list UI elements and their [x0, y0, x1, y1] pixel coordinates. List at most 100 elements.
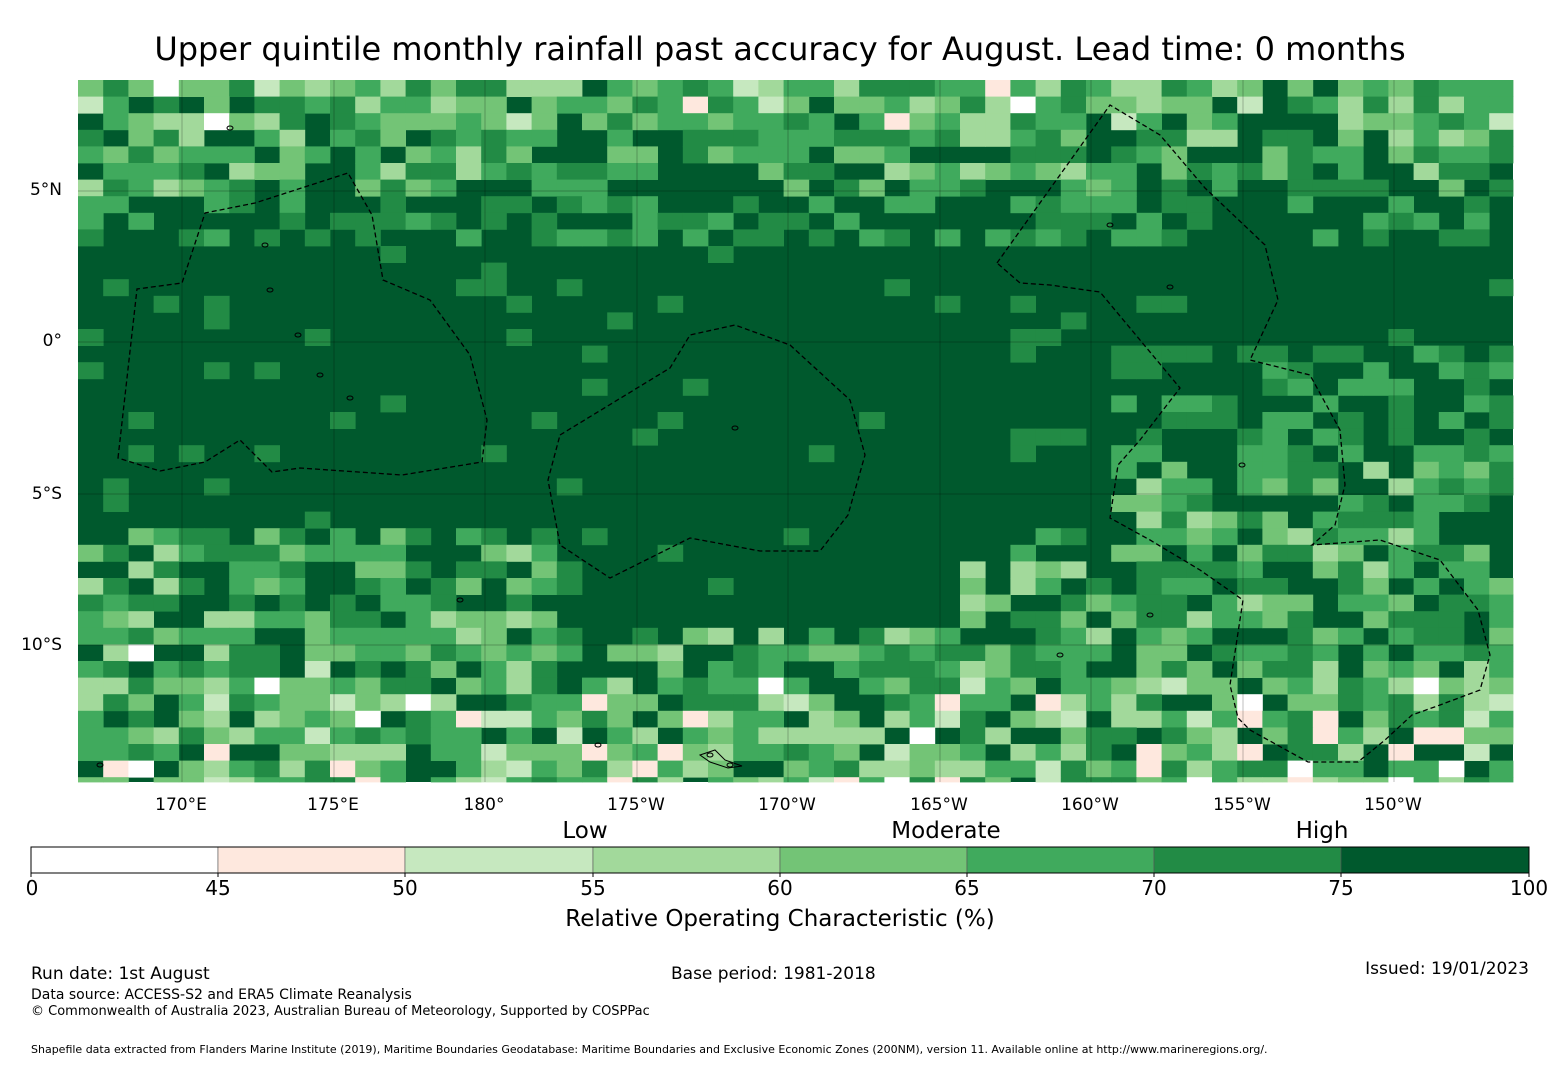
roc-cell — [985, 694, 1011, 712]
roc-cell — [1035, 229, 1062, 247]
roc-cell — [531, 229, 558, 247]
roc-cell — [934, 96, 961, 114]
roc-cell — [1464, 229, 1490, 247]
roc-cell — [355, 96, 381, 114]
roc-cell — [1186, 760, 1213, 778]
roc-cell — [909, 727, 936, 745]
roc-cell — [204, 644, 230, 662]
shapefile-credit: Shapefile data extracted from Flanders M… — [31, 1043, 1268, 1056]
roc-cell — [1035, 212, 1062, 230]
roc-cell — [607, 644, 633, 662]
roc-cell — [1338, 146, 1364, 164]
roc-cell — [1338, 412, 1364, 429]
roc-cell — [304, 544, 331, 562]
roc-cell — [1287, 378, 1314, 396]
roc-cell — [178, 760, 205, 778]
roc-cell — [279, 760, 306, 778]
roc-cell — [758, 744, 784, 761]
island-outline — [96, 762, 104, 768]
roc-cell — [1136, 362, 1162, 380]
roc-cell — [279, 80, 306, 97]
roc-cell — [1010, 96, 1036, 114]
roc-cell — [481, 544, 507, 562]
roc-cell — [380, 528, 406, 546]
roc-cell — [254, 362, 280, 380]
roc-cell — [1035, 96, 1062, 114]
roc-cell — [1035, 611, 1062, 629]
roc-cell — [355, 129, 381, 147]
roc-cell — [1035, 129, 1062, 147]
roc-cell — [1338, 428, 1364, 446]
roc-cell — [909, 80, 936, 97]
roc-cell — [1338, 544, 1364, 562]
roc-cell — [733, 710, 759, 728]
roc-cell — [1438, 129, 1465, 147]
roc-cell — [1287, 163, 1314, 180]
roc-cell — [1287, 760, 1314, 778]
roc-cell — [1262, 644, 1288, 662]
roc-cell — [1413, 760, 1440, 778]
roc-cell — [254, 727, 280, 745]
roc-cell — [1413, 611, 1440, 629]
roc-cell — [1413, 80, 1440, 97]
roc-cell — [1161, 627, 1188, 645]
roc-cell — [1161, 395, 1188, 413]
roc-cell — [1161, 179, 1188, 197]
roc-cell — [78, 229, 104, 247]
roc-cell — [909, 644, 936, 662]
roc-cell — [103, 196, 129, 214]
roc-cell — [708, 777, 734, 783]
roc-cell — [1363, 113, 1389, 131]
roc-cell — [682, 80, 709, 97]
roc-cell — [481, 760, 507, 778]
roc-cell — [1010, 229, 1036, 247]
roc-cell — [657, 710, 684, 728]
roc-cell — [1338, 96, 1364, 114]
roc-cell — [1010, 744, 1036, 761]
roc-cell — [506, 611, 532, 629]
roc-cell — [657, 113, 684, 131]
roc-cell — [582, 760, 608, 778]
roc-cell — [304, 511, 331, 529]
roc-cell — [279, 594, 306, 612]
island-outline — [266, 287, 274, 293]
roc-cell — [279, 727, 306, 745]
roc-cell — [884, 196, 910, 214]
roc-cell — [1388, 113, 1414, 131]
roc-cell — [1212, 129, 1238, 147]
roc-cell — [632, 113, 658, 131]
roc-cell — [1035, 627, 1062, 645]
roc-cell — [355, 544, 381, 562]
base-period: Base period: 1981-2018 — [671, 964, 876, 984]
roc-cell — [229, 196, 255, 214]
roc-cell — [1060, 196, 1087, 214]
roc-cell — [1363, 578, 1389, 595]
roc-cell — [481, 129, 507, 147]
roc-cell — [657, 80, 684, 97]
roc-cell — [1035, 710, 1062, 728]
roc-cell — [1413, 544, 1440, 562]
roc-cell — [556, 710, 583, 728]
roc-cell — [1388, 760, 1414, 778]
roc-cell — [355, 644, 381, 662]
roc-cell — [1136, 760, 1162, 778]
roc-cell — [355, 113, 381, 131]
colorbar-tick-0: 0 — [25, 876, 39, 900]
roc-cell — [229, 727, 255, 745]
roc-cell — [456, 744, 482, 761]
roc-cell — [834, 710, 860, 728]
roc-cell — [128, 445, 154, 463]
roc-cell — [531, 179, 558, 197]
roc-cell — [456, 528, 482, 546]
roc-cell — [481, 644, 507, 662]
roc-cell — [430, 710, 457, 728]
roc-cell — [128, 744, 154, 761]
roc-cell — [78, 329, 104, 346]
roc-cell — [304, 627, 331, 645]
roc-cell — [78, 661, 104, 678]
roc-cell — [380, 80, 406, 97]
roc-cell — [279, 113, 306, 131]
roc-cell — [909, 760, 936, 778]
colorbar-segment — [217, 846, 406, 874]
roc-cell — [859, 229, 885, 247]
